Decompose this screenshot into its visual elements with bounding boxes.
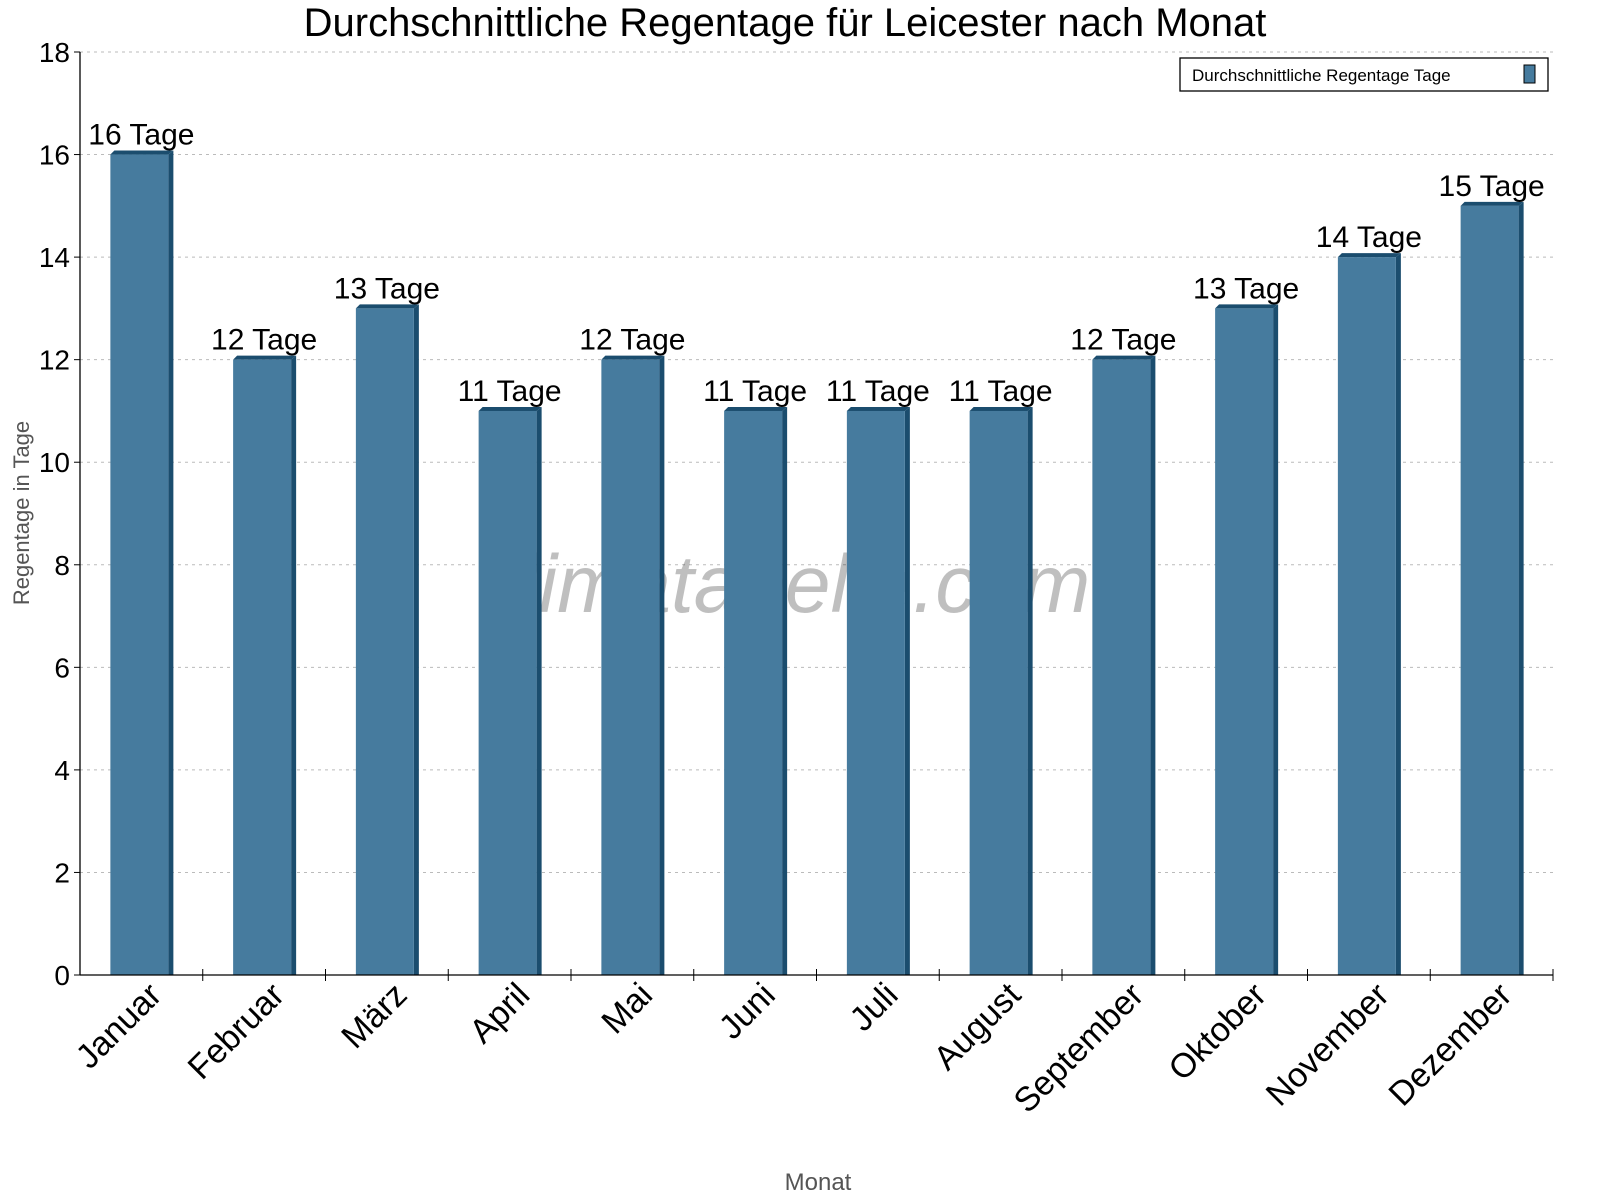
y-tick-label: 18 — [39, 37, 70, 68]
x-tick-label: Dezember — [1382, 976, 1520, 1114]
data-label: 11 Tage — [826, 375, 930, 408]
y-tick-label: 2 — [54, 857, 70, 888]
bar-side — [413, 304, 419, 975]
bar-mai — [601, 355, 665, 976]
x-tick-label: Mai — [594, 976, 660, 1042]
bar-september — [1092, 355, 1156, 976]
legend-swatch — [1523, 64, 1536, 84]
bar-side — [1395, 253, 1401, 976]
bar-top — [110, 150, 174, 155]
bar — [1215, 308, 1274, 975]
bar-april — [478, 406, 542, 975]
data-label: 16 Tage — [88, 119, 194, 152]
x-axis-label: Monat — [785, 1169, 852, 1196]
bar-top — [355, 304, 419, 309]
bar — [1460, 205, 1519, 976]
bar-august — [969, 406, 1033, 975]
y-axis-label: Regentage in Tage — [9, 421, 34, 605]
bar-side — [1273, 304, 1279, 975]
bar — [478, 410, 537, 975]
data-label: 11 Tage — [458, 375, 562, 408]
bar-top — [1092, 355, 1156, 360]
bar-side — [1150, 355, 1156, 976]
bar-top — [846, 406, 910, 411]
chart-title: Durchschnittliche Regentage für Leiceste… — [304, 1, 1267, 45]
bar-side — [536, 406, 542, 975]
bar-top — [478, 406, 542, 411]
bar — [601, 359, 660, 976]
x-tick-label: Januar — [69, 976, 169, 1076]
bar — [233, 359, 292, 976]
data-label: 13 Tage — [334, 272, 440, 305]
bar-top — [969, 406, 1033, 411]
legend-label: Durchschnittliche Regentage Tage — [1192, 66, 1451, 85]
data-label: 15 Tage — [1439, 170, 1545, 203]
bar-top — [1215, 304, 1279, 309]
bar — [1337, 257, 1396, 976]
bar — [355, 308, 414, 975]
bar-side — [659, 355, 665, 976]
bar-top — [724, 406, 788, 411]
y-tick-label: 6 — [54, 652, 70, 683]
bar — [110, 154, 169, 976]
x-tick-label: August — [927, 975, 1029, 1077]
bar-side — [291, 355, 297, 976]
x-tick-label: Juni — [712, 976, 783, 1047]
y-tick-label: 4 — [54, 755, 70, 786]
y-tick-label: 16 — [39, 140, 70, 171]
bar-side — [168, 150, 174, 976]
bar-top — [1337, 253, 1401, 258]
x-tick-label: Oktober — [1161, 976, 1273, 1088]
data-label: 13 Tage — [1193, 272, 1299, 305]
bar — [969, 410, 1028, 975]
bar-oktober — [1215, 304, 1279, 975]
bar — [846, 410, 905, 975]
x-tick-label: Juli — [843, 976, 906, 1039]
bar-top — [601, 355, 665, 360]
x-tick-label: November — [1259, 976, 1397, 1114]
bar-januar — [110, 150, 174, 976]
bar — [1092, 359, 1151, 976]
bar-side — [1518, 201, 1524, 976]
bar-juli — [846, 406, 910, 975]
grid-lines — [80, 51, 1553, 873]
y-tick-label: 14 — [39, 242, 70, 273]
data-label: 12 Tage — [579, 324, 685, 357]
bar-februar — [233, 355, 297, 976]
y-tick-label: 8 — [54, 550, 70, 581]
bar-dezember — [1460, 201, 1524, 976]
bars: 16 Tage 12 Tage 13 Tage 11 Tage 12 Tage 11 Ta… — [88, 119, 1545, 976]
bar-side — [782, 406, 788, 975]
data-label: 12 Tage — [211, 324, 317, 357]
bar-top — [233, 355, 297, 360]
bar-november — [1337, 253, 1401, 976]
bar-side — [1027, 406, 1033, 975]
data-label: 12 Tage — [1070, 324, 1176, 357]
bar — [724, 410, 783, 975]
x-tick-label: Februar — [181, 976, 292, 1087]
bar-side — [904, 406, 910, 975]
y-tick-label: 12 — [39, 345, 70, 376]
y-tick-label: 0 — [54, 960, 70, 991]
bar-juni — [724, 406, 788, 975]
y-tick-label: 10 — [39, 447, 70, 478]
legend: Durchschnittliche Regentage Tage — [1179, 57, 1549, 92]
data-label: 11 Tage — [703, 375, 807, 408]
x-tick-label: April — [462, 976, 537, 1051]
x-tick-label: März — [334, 976, 414, 1056]
bar-märz — [355, 304, 419, 975]
x-tick-label: September — [1007, 976, 1151, 1120]
data-label: 11 Tage — [949, 375, 1053, 408]
data-label: 14 Tage — [1316, 221, 1422, 254]
bar-top — [1460, 201, 1524, 206]
